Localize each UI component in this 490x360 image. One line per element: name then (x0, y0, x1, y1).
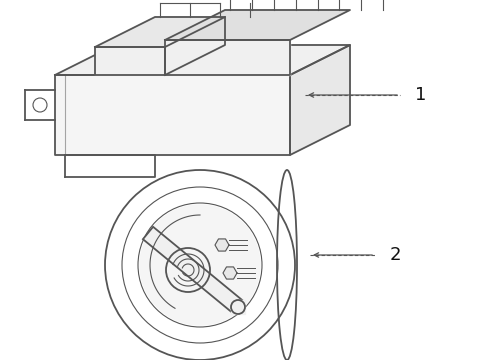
Polygon shape (95, 17, 225, 47)
Polygon shape (55, 45, 350, 75)
Circle shape (140, 205, 260, 325)
Polygon shape (165, 10, 350, 40)
Text: 2: 2 (390, 246, 401, 264)
Polygon shape (95, 47, 165, 75)
Text: 1: 1 (415, 86, 426, 104)
Polygon shape (223, 267, 237, 279)
Polygon shape (165, 40, 290, 75)
Polygon shape (215, 239, 229, 251)
Polygon shape (290, 45, 350, 155)
Polygon shape (231, 300, 245, 314)
Polygon shape (55, 75, 290, 155)
Polygon shape (143, 227, 243, 313)
